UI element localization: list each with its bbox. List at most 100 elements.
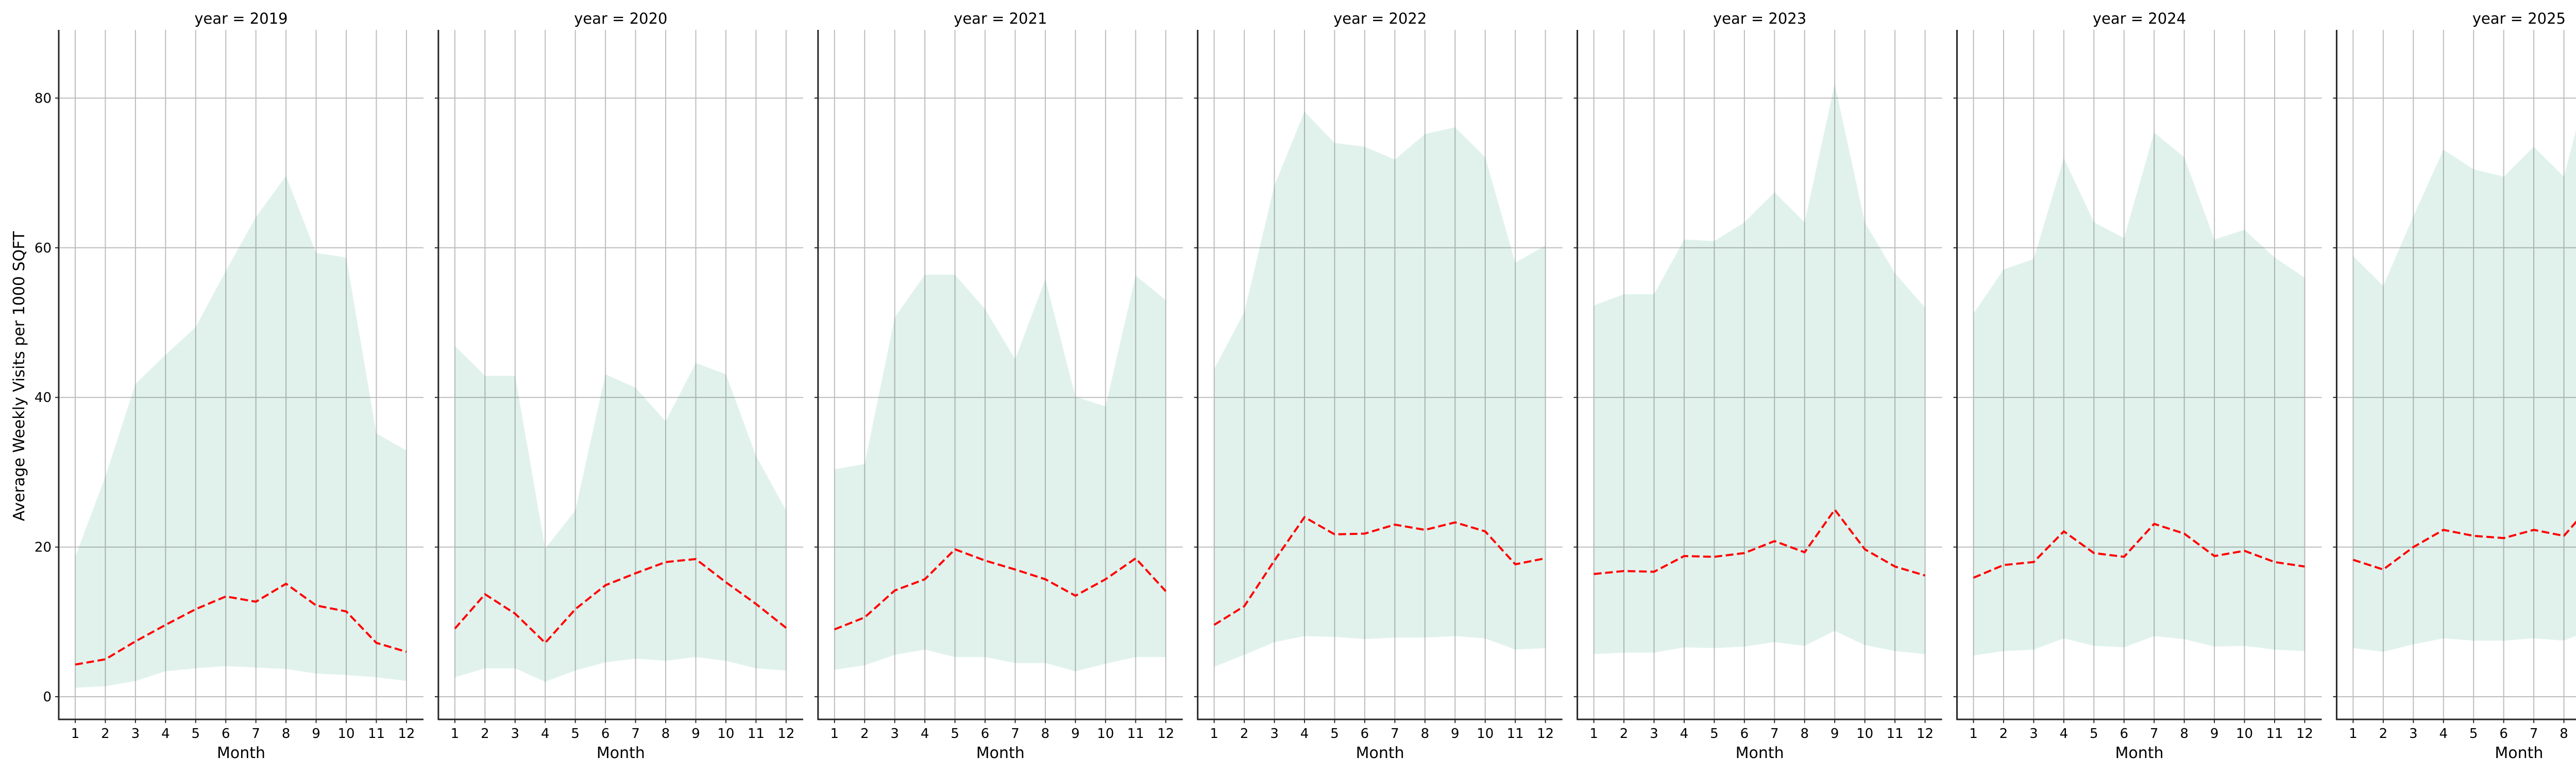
- x-tick-label: 7: [251, 726, 260, 742]
- percentile-band: [1214, 111, 1546, 667]
- median-line: [834, 548, 1167, 631]
- x-tick-label: 12: [1917, 726, 1934, 742]
- facet-title: year = 2023: [1713, 10, 1806, 27]
- facet-title: year = 2019: [194, 10, 287, 27]
- x-axis-label: Month: [1736, 744, 1784, 762]
- y-tick-label: 0: [43, 690, 52, 705]
- x-tick-label: 9: [2210, 726, 2219, 742]
- x-tick-label: 1: [1969, 726, 1978, 742]
- x-tick-label: 10: [338, 726, 355, 742]
- x-tick-label: 10: [1477, 726, 1494, 742]
- x-tick-label: 6: [222, 726, 230, 742]
- x-tick-label: 3: [131, 726, 140, 742]
- x-tick-label: 1: [2349, 726, 2358, 742]
- x-tick-label: 10: [1097, 726, 1114, 742]
- x-tick-label: 8: [2560, 726, 2568, 742]
- x-tick-label: 4: [2060, 726, 2069, 742]
- x-tick-label: 9: [691, 726, 700, 742]
- x-tick-label: 5: [2469, 726, 2478, 742]
- median-line: [1213, 516, 1546, 626]
- x-tick-label: 7: [1011, 726, 1020, 742]
- x-tick-label: 5: [1330, 726, 1339, 742]
- x-tick-label: 8: [662, 726, 670, 742]
- median-line: [454, 558, 787, 644]
- x-tick-label: 12: [1157, 726, 1174, 742]
- median-line: [2352, 520, 2576, 571]
- x-tick-label: 12: [398, 726, 415, 742]
- x-tick-label: 9: [1831, 726, 1839, 742]
- x-tick-label: 5: [2090, 726, 2098, 742]
- x-tick-label: 6: [2499, 726, 2508, 742]
- x-tick-label: 2: [2379, 726, 2388, 742]
- x-tick-label: 6: [1361, 726, 1369, 742]
- x-tick-label: 2: [481, 726, 489, 742]
- x-tick-label: 1: [71, 726, 80, 742]
- x-tick-label: 6: [981, 726, 990, 742]
- x-tick-label: 12: [2296, 726, 2313, 742]
- x-tick-label: 11: [748, 726, 765, 742]
- x-tick-label: 8: [282, 726, 291, 742]
- x-tick-label: 4: [161, 726, 170, 742]
- x-tick-label: 3: [890, 726, 899, 742]
- x-tick-label: 2: [1240, 726, 1249, 742]
- x-tick-label: 8: [1421, 726, 1430, 742]
- x-tick-label: 7: [1770, 726, 1779, 742]
- x-tick-label: 1: [451, 726, 460, 742]
- facet-title: year = 2025: [2472, 10, 2566, 27]
- x-tick-label: 7: [1391, 726, 1399, 742]
- x-tick-label: 6: [2120, 726, 2128, 742]
- x-tick-label: 9: [1071, 726, 1080, 742]
- x-tick-label: 11: [1507, 726, 1524, 742]
- x-tick-label: 6: [1740, 726, 1749, 742]
- percentile-band: [834, 275, 1166, 671]
- x-axis-label: Month: [217, 744, 265, 762]
- x-tick-label: 10: [717, 726, 734, 742]
- x-tick-label: 4: [921, 726, 929, 742]
- x-tick-label: 11: [2266, 726, 2283, 742]
- x-tick-label: 12: [1537, 726, 1554, 742]
- x-tick-label: 5: [192, 726, 200, 742]
- median-line: [1594, 509, 1926, 577]
- x-tick-label: 1: [1589, 726, 1598, 742]
- x-tick-label: 2: [1999, 726, 2008, 742]
- x-tick-label: 11: [1887, 726, 1904, 742]
- x-tick-label: 4: [541, 726, 550, 742]
- x-tick-label: 2: [1620, 726, 1629, 742]
- facet-title: year = 2021: [954, 10, 1047, 27]
- x-tick-label: 11: [1127, 726, 1144, 742]
- x-tick-label: 9: [312, 726, 320, 742]
- y-tick-label: 60: [35, 241, 52, 256]
- x-tick-label: 7: [631, 726, 640, 742]
- x-tick-label: 1: [831, 726, 839, 742]
- x-tick-label: 12: [777, 726, 794, 742]
- x-axis-label: Month: [2495, 744, 2543, 762]
- percentile-band: [2353, 130, 2576, 652]
- x-tick-label: 11: [368, 726, 385, 742]
- x-tick-label: 8: [1041, 726, 1050, 742]
- y-tick-label: 80: [35, 91, 52, 106]
- x-axis-label: Month: [976, 744, 1025, 762]
- facet-title: year = 2024: [2093, 10, 2186, 27]
- percentile-band: [1973, 132, 2305, 656]
- x-axis-label: Month: [2115, 744, 2163, 762]
- percentile-band: [1594, 83, 1925, 654]
- y-tick-label: 40: [35, 390, 52, 406]
- x-tick-label: 3: [1270, 726, 1279, 742]
- percentile-band: [454, 346, 786, 682]
- x-axis-label: Month: [597, 744, 645, 762]
- x-tick-label: 9: [1451, 726, 1460, 742]
- x-tick-label: 10: [2236, 726, 2253, 742]
- x-tick-label: 10: [1856, 726, 1873, 742]
- x-tick-label: 7: [2150, 726, 2159, 742]
- facet-title: year = 2022: [1333, 10, 1427, 27]
- x-tick-label: 3: [511, 726, 520, 742]
- x-tick-label: 8: [1800, 726, 1809, 742]
- facet-title: year = 2020: [574, 10, 667, 27]
